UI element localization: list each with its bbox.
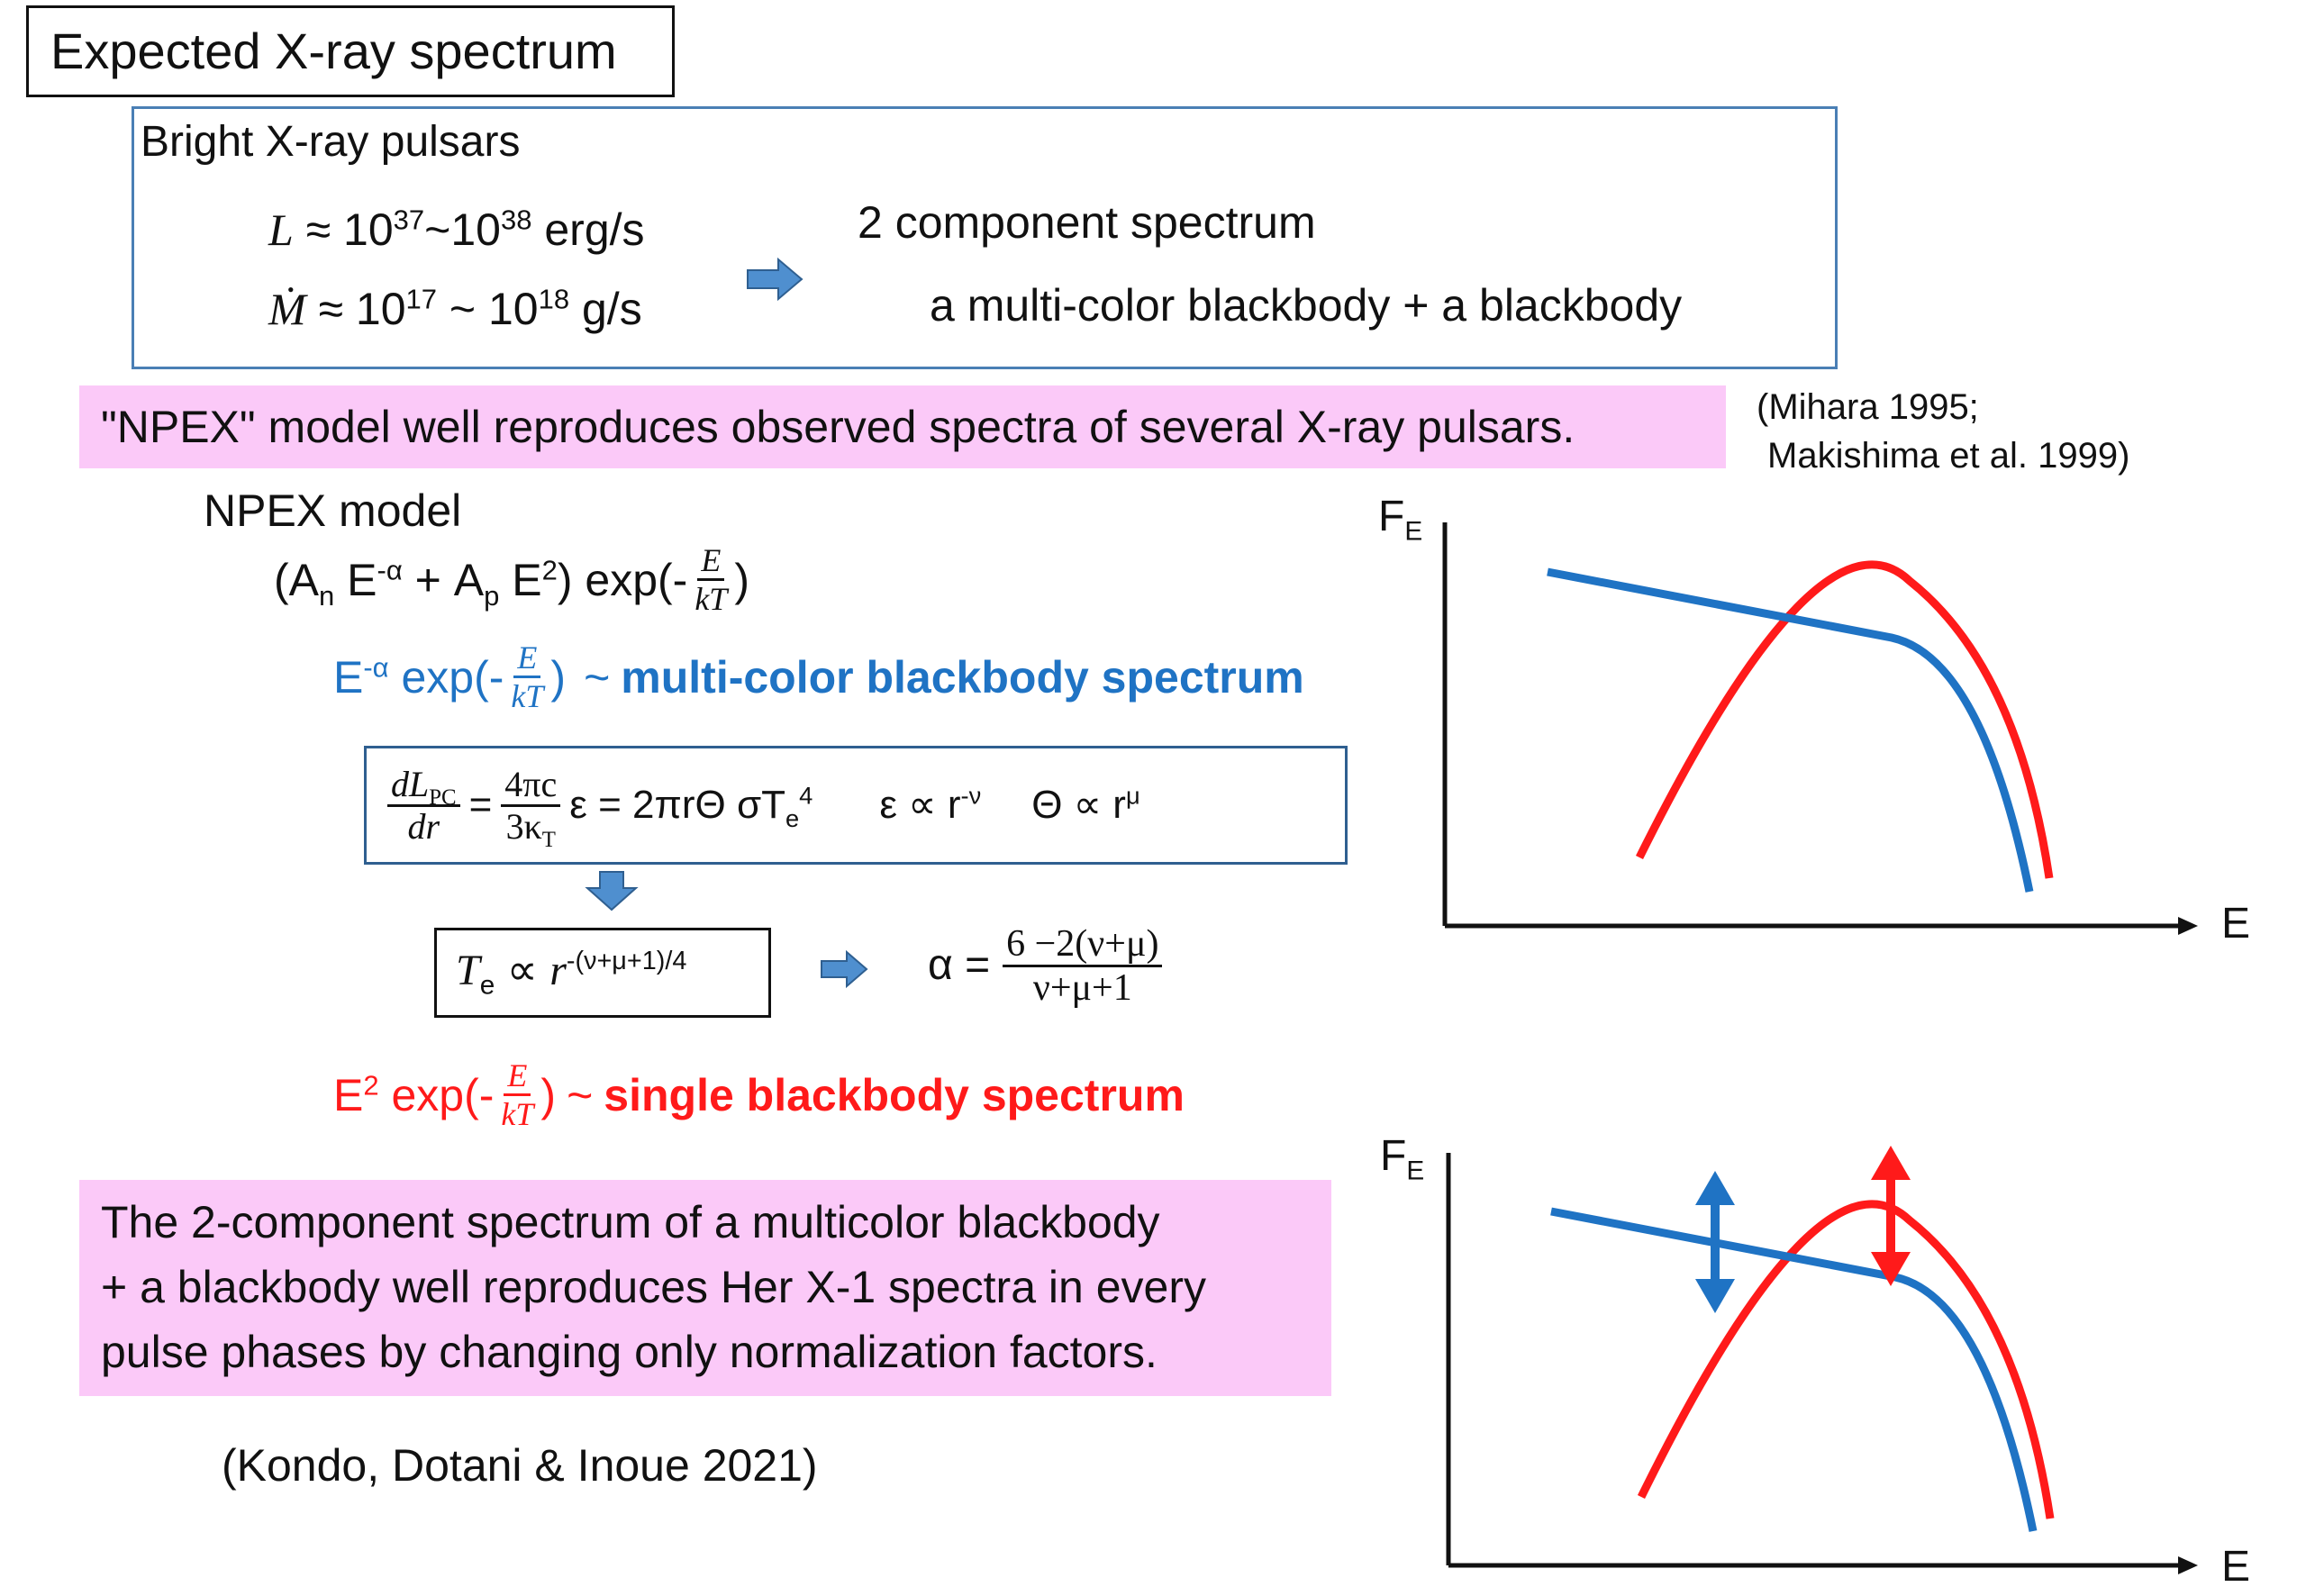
conclusion-line-3: pulse phases by changing only normalizat… xyxy=(101,1327,1158,1377)
emission-equation: dLPC dr = 4πc 3κT ε = 2πrΘ σTe4 ε ∝ r-ν Θ … xyxy=(384,755,1140,856)
red-normalization-arrow-icon xyxy=(1871,1146,1911,1286)
npex-banner: "NPEX" model well reproduces observed sp… xyxy=(79,385,1726,468)
plot1-x-label: E xyxy=(2221,900,2251,948)
blackbody-description: single blackbody spectrum xyxy=(604,1069,1185,1120)
emission-equation-box xyxy=(364,746,1348,865)
plot2-x-label: E xyxy=(2221,1543,2251,1591)
blue-normalization-arrow-icon xyxy=(1695,1171,1735,1313)
result-line-2: a multi-color blackbody + a blackbody xyxy=(930,280,1683,331)
citation: (Kondo, Dotani & Inoue 2021) xyxy=(222,1440,818,1491)
plot2-blackbody-curve xyxy=(1637,1200,2055,1519)
right-arrow-icon-2 xyxy=(821,949,868,989)
spectrum-plot-1 xyxy=(1442,522,2198,935)
conclusion-line-1: The 2-component spectrum of a multicolor… xyxy=(101,1197,1160,1247)
spectrum-plot-2 xyxy=(1446,1146,2198,1574)
reference-mihara: (Mihara 1995; xyxy=(1757,387,1979,427)
result-line-1: 2 component spectrum xyxy=(858,197,1316,248)
multicolor-description: multi-color blackbody spectrum xyxy=(621,651,1304,703)
conclusion-box xyxy=(79,1180,1331,1396)
bright-pulsars-box xyxy=(132,106,1838,369)
slide-title: Expected X-ray spectrum xyxy=(26,5,675,97)
down-arrow-icon xyxy=(585,871,639,911)
accretion-rate-formula: Ṁ ≈ 1017 ~ 1018 g/s xyxy=(268,283,642,334)
temperature-relation: Te ∝ r-(ν+μ+1)/4 xyxy=(456,947,687,1001)
bright-heading: Bright X-ray pulsars xyxy=(141,118,521,166)
reference-makishima: Makishima et al. 1999) xyxy=(1767,436,2130,476)
luminosity-formula: L ≈ 1037~1038 erg/s xyxy=(268,204,645,255)
conclusion-line-2: + a blackbody well reproduces Her X-1 sp… xyxy=(101,1262,1206,1312)
alpha-relation: α = 6 −2(ν+μ) ν+μ+1 xyxy=(928,913,1166,1018)
plot1-multicolor-curve xyxy=(1547,567,2034,893)
npex-label: NPEX model xyxy=(204,485,462,536)
temperature-box xyxy=(434,928,771,1018)
right-arrow-icon xyxy=(747,257,803,302)
plot2-multicolor-curve xyxy=(1550,1207,2038,1532)
plot1-blackbody-curve xyxy=(1635,560,2054,879)
plot2-x-arrowhead xyxy=(2178,1556,2198,1574)
plot2-y-label: FE xyxy=(1380,1132,1425,1186)
plot1-x-arrowhead xyxy=(2178,917,2198,935)
plot1-y-label: FE xyxy=(1378,493,1423,547)
